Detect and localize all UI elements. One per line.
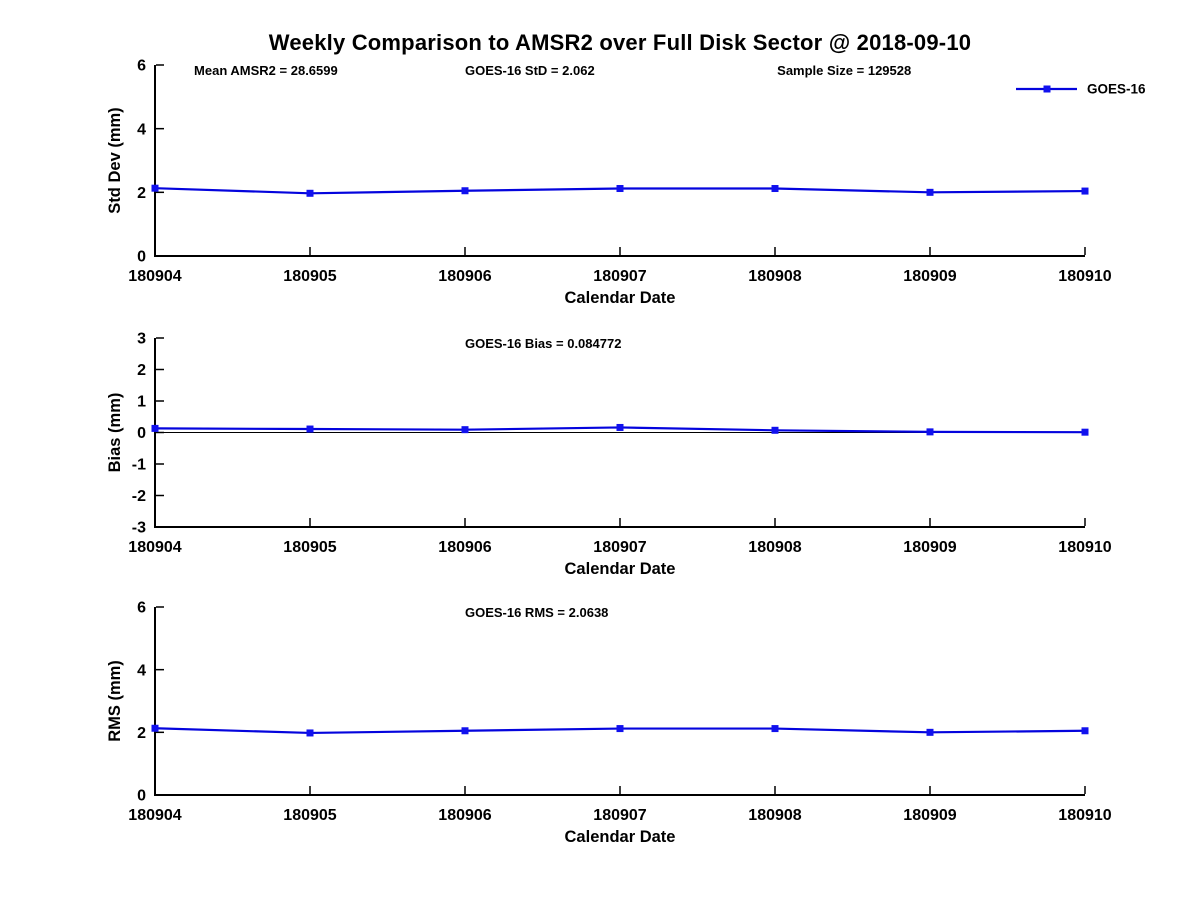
x-axis-title: Calendar Date (565, 828, 676, 846)
x-tick-label: 180905 (283, 539, 336, 556)
chart-title: Weekly Comparison to AMSR2 over Full Dis… (268, 30, 972, 55)
data-marker (771, 725, 779, 733)
stat-annotation: Mean AMSR2 = 28.6599 (194, 63, 338, 78)
subplot-std-dev: 0 2 4 6 180904 180905 180906 180907 180908 180909… (106, 58, 1146, 307)
data-marker (1081, 187, 1089, 195)
y-tick-label: -1 (132, 457, 146, 474)
x-tick-label: 180909 (903, 268, 956, 285)
data-marker (151, 724, 159, 732)
x-tick-label: 180907 (593, 539, 646, 556)
data-marker (1081, 727, 1089, 735)
stat-annotation: GOES-16 StD = 2.062 (465, 63, 595, 78)
x-tick-label: 180909 (903, 807, 956, 824)
y-tick-label: 6 (137, 600, 146, 617)
x-tick-label: 180904 (128, 539, 181, 556)
x-tick-label: 180904 (128, 268, 181, 285)
legend: GOES-16 (1016, 82, 1146, 97)
legend-marker (1043, 85, 1051, 93)
y-tick-label: 2 (137, 725, 146, 742)
y-tick-label: 4 (137, 121, 146, 138)
data-marker (771, 426, 779, 434)
data-marker (461, 426, 469, 434)
y-tick-label: 3 (137, 331, 146, 348)
y-tick-label: -3 (132, 520, 146, 537)
y-tick-label: -2 (132, 488, 146, 505)
data-marker (616, 725, 624, 733)
y-tick-label: 4 (137, 662, 146, 679)
y-axis-title: RMS (mm) (106, 660, 124, 742)
x-tick-label: 180908 (748, 268, 801, 285)
x-tick-label: 180909 (903, 539, 956, 556)
x-tick-label: 180908 (748, 539, 801, 556)
data-marker (771, 185, 779, 193)
data-marker (306, 425, 314, 433)
data-marker (926, 428, 934, 436)
y-tick-label: 0 (137, 788, 146, 805)
x-tick-label: 180904 (128, 807, 181, 824)
y-tick-label: 6 (137, 58, 146, 75)
y-axis-title: Std Dev (mm) (106, 107, 124, 213)
data-marker (616, 185, 624, 193)
x-tick-label: 180908 (748, 807, 801, 824)
x-tick-label: 180905 (283, 807, 336, 824)
y-tick-label: 2 (137, 185, 146, 202)
subplot-bias: 3 2 1 0 -1 -2 -3 180904 180905 180906 180907 180908… (106, 331, 1112, 578)
x-tick-label: 180906 (438, 807, 491, 824)
legend-label: GOES-16 (1087, 82, 1146, 97)
data-marker (151, 424, 159, 432)
data-marker (306, 729, 314, 737)
data-marker (461, 727, 469, 735)
x-tick-label: 180906 (438, 268, 491, 285)
x-tick-label: 180910 (1058, 268, 1111, 285)
y-tick-label: 2 (137, 362, 146, 379)
x-tick-label: 180906 (438, 539, 491, 556)
data-marker (1081, 428, 1089, 436)
x-tick-label: 180910 (1058, 807, 1111, 824)
y-tick-label: 0 (137, 425, 146, 442)
data-marker (306, 189, 314, 197)
x-tick-label: 180907 (593, 807, 646, 824)
x-tick-label: 180910 (1058, 539, 1111, 556)
stat-annotation: GOES-16 RMS = 2.0638 (465, 605, 608, 620)
x-tick-label: 180907 (593, 268, 646, 285)
subplot-rms: 0 2 4 6 180904 180905 180906 180907 180908 180909… (106, 600, 1112, 846)
y-tick-label: 0 (137, 249, 146, 266)
stat-annotation: GOES-16 Bias = 0.084772 (465, 336, 621, 351)
stat-annotation: Sample Size = 129528 (777, 63, 911, 78)
data-marker (616, 423, 624, 431)
x-axis-title: Calendar Date (565, 560, 676, 578)
x-tick-label: 180905 (283, 268, 336, 285)
data-marker (926, 188, 934, 196)
data-marker (926, 728, 934, 736)
y-axis-title: Bias (mm) (106, 393, 124, 473)
data-marker (151, 184, 159, 192)
data-marker (461, 187, 469, 195)
y-tick-label: 1 (137, 394, 146, 411)
x-axis-title: Calendar Date (565, 289, 676, 307)
